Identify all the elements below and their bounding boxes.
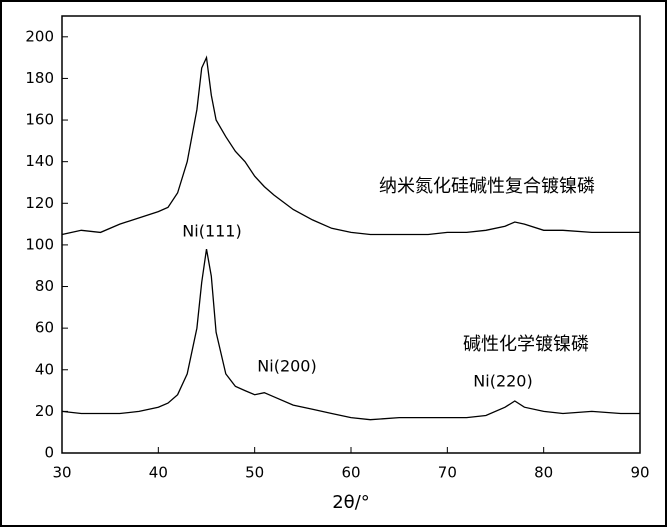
y-tick-label: 60	[35, 319, 54, 337]
series-line	[61, 248, 640, 421]
y-tick-label: 0	[44, 444, 54, 462]
y-tick-label: 180	[25, 69, 54, 87]
x-axis-label: 2θ/°	[332, 492, 370, 513]
y-tick-label: 160	[25, 111, 54, 129]
y-tick-label: 200	[25, 27, 54, 45]
peak-annotation: Ni(200)	[257, 357, 316, 376]
y-tick-label: 100	[25, 235, 54, 253]
x-tick-label: 70	[438, 464, 457, 482]
x-tick-label: 40	[149, 464, 168, 482]
series-line	[61, 55, 640, 236]
series-label: 纳米氮化硅碱性复合镀镍磷	[379, 176, 595, 197]
x-tick-label: 90	[630, 464, 649, 482]
y-tick-label: 40	[35, 360, 54, 378]
x-tick-label: 60	[341, 464, 360, 482]
y-tick-label: 120	[25, 194, 54, 212]
peak-annotation: Ni(220)	[473, 372, 532, 391]
series-label: 碱性化学镀镍磷	[463, 334, 589, 355]
x-tick-label: 30	[52, 464, 71, 482]
y-tick-label: 20	[35, 402, 54, 420]
y-tick-label: 140	[25, 152, 54, 170]
x-tick-label: 50	[245, 464, 264, 482]
y-tick-label: 80	[35, 277, 54, 295]
x-tick-label: 80	[534, 464, 553, 482]
peak-annotation: Ni(111)	[182, 222, 241, 241]
